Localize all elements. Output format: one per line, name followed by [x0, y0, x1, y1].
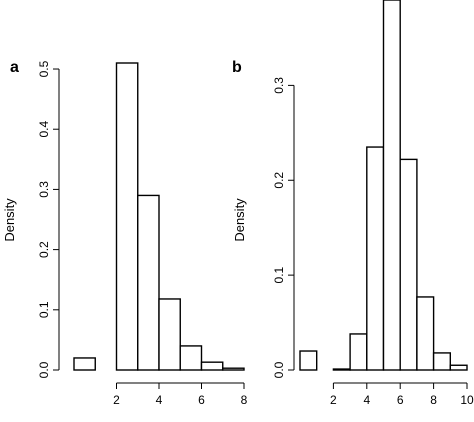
panel-a-x-tick-label-2: 6: [198, 393, 205, 407]
panel-b-bar-7: [432, 352, 452, 371]
panel-a-y-tick-label-4: 0.4: [37, 121, 51, 138]
panel-a-y-tick-label-3: 0.3: [37, 181, 51, 198]
panel-a-x-tick-label-0: 2: [113, 393, 120, 407]
panel-a-bar-3: [158, 298, 181, 371]
panel-b-y-axis-label: Density: [232, 198, 247, 242]
panel-b-bar-6: [416, 296, 435, 371]
panel-a-bar-4: [179, 345, 203, 371]
panel-b-bar-8: [449, 364, 468, 371]
panel-a-x-tick-label-1: 4: [156, 393, 163, 407]
panel-b: b Density 0.0 0.1 0.2 0.3 2 4 6 8 10: [232, 0, 474, 407]
panel-b-x-tick-label-3: 8: [430, 393, 437, 407]
panel-a-bar-0: [73, 357, 96, 371]
panel-b-bar-0: [299, 350, 318, 371]
panel-a-bar-6: [222, 367, 245, 371]
panel-a-x-tick-label-3: 8: [241, 393, 248, 407]
panel-b-x-tick-label-4: 10: [460, 393, 474, 407]
panel-a-bar-1: [115, 62, 139, 371]
panel-b-bar-3: [366, 146, 385, 371]
panel-a-bar-2: [137, 194, 160, 371]
panel-b-bar-5: [399, 158, 418, 371]
panel-b-x-tick-label-2: 6: [397, 393, 404, 407]
panel-b-y-tick-label-1: 0.1: [272, 266, 286, 283]
panel-b-bar-2: [349, 333, 368, 371]
panel-a-label: a: [10, 59, 19, 76]
panel-a-y-axis-label: Density: [2, 198, 17, 242]
panel-b-bar-1: [332, 368, 351, 371]
panel-a: a Density 0.0 0.1 0.2 0.3 0.4 0.5 2 4 6 8: [2, 59, 248, 407]
panel-a-y-tick-label-1: 0.1: [37, 301, 51, 318]
panel-a-y-tick-label-2: 0.2: [37, 241, 51, 258]
panel-b-label: b: [232, 59, 242, 76]
panel-b-y-tick-label-3: 0.3: [272, 77, 286, 94]
panel-b-bar-4: [382, 0, 401, 371]
panel-b-y-tick-label-0: 0.0: [272, 361, 286, 378]
panel-b-x-tick-label-0: 2: [330, 393, 337, 407]
panel-b-y-tick-label-2: 0.2: [272, 172, 286, 189]
panel-a-y-tick-label-0: 0.0: [37, 361, 51, 378]
panel-a-bar-5: [200, 361, 224, 371]
panel-b-x-tick-label-1: 4: [363, 393, 370, 407]
panel-a-y-tick-label-5: 0.5: [37, 60, 51, 77]
